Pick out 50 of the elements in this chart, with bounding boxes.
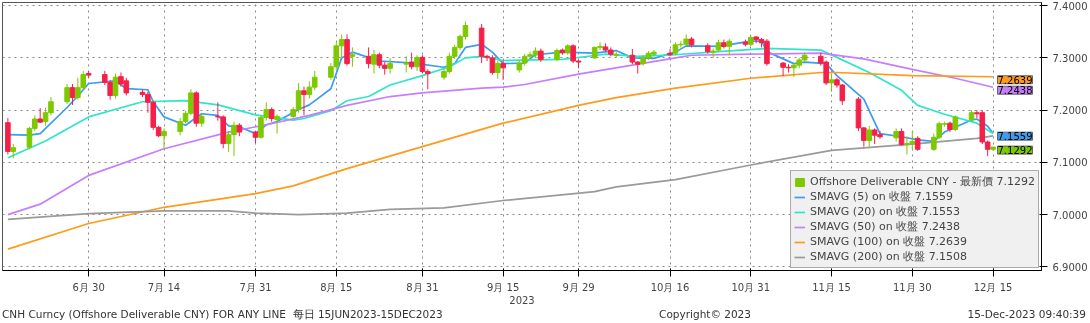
data-label: 7.1559 <box>997 131 1033 143</box>
data-label: 7.2438 <box>997 85 1033 97</box>
x-tick-label: 8月 15 <box>320 281 353 293</box>
line-series <box>7 134 994 221</box>
candlestick <box>667 48 673 57</box>
x-tick-label: 11月 15 <box>812 281 851 293</box>
x-tick-label: 9月 29 <box>562 281 595 293</box>
x-tick-label: 12月 15 <box>973 281 1013 293</box>
x-tick-label: 11月 30 <box>892 281 932 293</box>
legend-label: SMAVG (5) on 收盤 7.1559 <box>810 189 954 204</box>
legend-label: SMAVG (20) on 收盤 7.1553 <box>810 204 961 219</box>
y-tick-label: 7.0000 <box>1052 209 1088 221</box>
candlestick <box>866 125 873 148</box>
line-series <box>7 71 994 250</box>
legend-label: SMAVG (50) on 收盤 7.2438 <box>810 219 961 234</box>
y-tick-label: 7.3000 <box>1052 52 1088 64</box>
candlestick <box>349 46 356 68</box>
candlestick <box>301 86 307 116</box>
candlestick <box>64 83 70 105</box>
y-tick-label: 7.1000 <box>1052 157 1088 169</box>
x-axis-title: 2023 <box>509 294 535 306</box>
x-tick-label: 10月 31 <box>731 281 771 293</box>
text: 7.1292 <box>997 145 1033 157</box>
candlestick <box>828 73 835 93</box>
text: Copyright© 2023 <box>659 307 751 321</box>
candlestick <box>893 127 899 142</box>
legend-label: Offshore Deliverable CNY - 最新價 7.1292 <box>810 174 1035 189</box>
x-tick-label: 8月 31 <box>406 281 439 293</box>
line-series <box>7 52 994 216</box>
data-label: 7.2639 <box>997 74 1033 86</box>
line-series <box>7 47 994 159</box>
x-tick-label: 6月 30 <box>72 281 105 293</box>
text: 15-Dec-2023 09:40:39 <box>967 307 1086 321</box>
x-tick-label: 9月 15 <box>487 281 520 293</box>
y-tick-label: 7.2000 <box>1052 105 1088 117</box>
candlestick <box>69 83 76 106</box>
text: CNH Curncy (Offshore Deliverable CNY) FOR ANY LINE 每日 15JUN2023-15DEC2023 <box>2 307 443 321</box>
candlestick <box>371 49 377 75</box>
x-tick-label: 7月 14 <box>147 281 181 293</box>
candlestick <box>387 57 393 75</box>
candlestick <box>161 127 167 150</box>
x-tick-label: 10月 16 <box>650 281 690 293</box>
candlestick <box>494 59 501 80</box>
y-tick-label: 7.4000 <box>1052 0 1088 12</box>
legend-label: SMAVG (200) on 收盤 7.1508 <box>810 249 968 264</box>
candlestick <box>500 59 506 81</box>
legend-label: SMAVG (100) on 收盤 7.2639 <box>810 234 968 249</box>
y-tick-label: 6.9000 <box>1052 261 1088 273</box>
x-tick-label: 7月 31 <box>239 281 272 293</box>
candlestick <box>274 113 280 135</box>
